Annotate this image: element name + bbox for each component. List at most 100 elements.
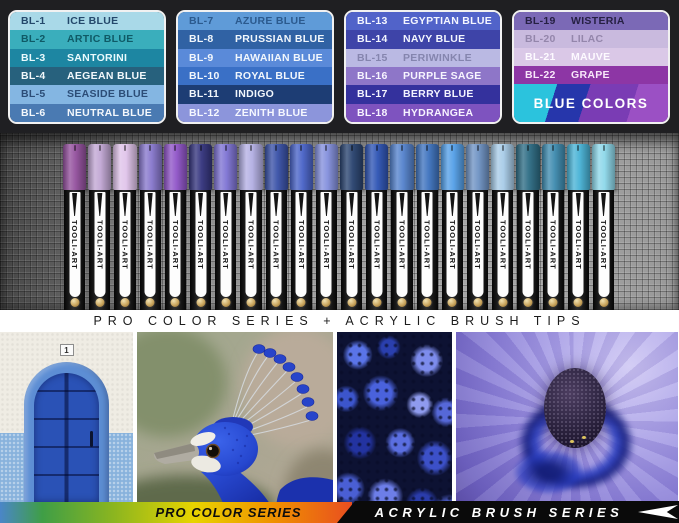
swatch-name: WISTERIA [571,15,625,27]
color-swatch-row: BL-17 BERRY BLUE [346,85,500,104]
marker-pen: TOOLI-ART [516,144,540,310]
marker-pen: TOOLI-ART [591,144,616,310]
marker-barrel: TOOLI-ART [416,190,438,310]
color-swatch-row: BL-5 SEASIDE BLUE [10,85,164,104]
marker-label: TOOLI-ART [572,192,584,297]
brush-tip-graphic [399,193,405,217]
photo-anemone-flower [456,332,678,523]
marker-cap [566,144,590,190]
brush-tip-graphic [273,193,279,217]
brand-text: TOOLI-ART [347,220,357,270]
swatch-name: EGYPTIAN BLUE [403,15,493,28]
brush-tip-graphic [198,193,204,217]
marker-cap [188,144,213,190]
marker-cap [63,144,87,190]
marker-pen: TOOLI-ART [214,144,238,310]
color-swatch-row: BL-8 PRUSSIAN BLUE [178,30,332,49]
color-swatch-row: BL-16 PURPLE SAGE [346,66,500,86]
marker-cap [516,144,540,190]
brand-logo-dot [320,297,332,308]
marker-cap [138,144,162,190]
brand-logo-dot [270,297,282,308]
swatch-name: NEUTRAL BLUE [67,106,153,119]
swatch-name: NAVY BLUE [403,33,466,46]
marker-label: TOOLI-ART [421,192,433,297]
brand-text: TOOLI-ART [372,220,382,270]
swatch-name: INDIGO [235,88,275,101]
marker-cap [390,144,414,190]
brand-text: TOOLI-ART [397,220,407,270]
brand-logo-dot [396,297,408,308]
markers-row: TOOLI-ART TOOLI-ART TOOLI-ART TOOLI-ART TOOL… [63,144,616,310]
brand-logo-dot [169,297,181,308]
marker-label: TOOLI-ART [69,192,81,297]
palette-column: BL-19 WISTERIA BL-20 LILAC BL-21 MAUVE BL-22 GR… [512,10,670,124]
swatch-code: BL-1 [21,15,46,28]
marker-cap [289,144,313,190]
banner-right-label: ACRYLIC BRUSH SERIES [374,504,624,520]
marker-pen: TOOLI-ART [340,144,364,310]
brush-tip-graphic [223,193,229,217]
brand-logo-dot [346,297,358,308]
marker-label: TOOLI-ART [522,192,534,297]
brush-tip-graphic [374,193,380,217]
brand-logo-dot [472,297,484,308]
swatch-name: ICE BLUE [67,15,119,28]
brush-tip-graphic [601,193,607,217]
marker-barrel: TOOLI-ART [517,190,539,310]
color-swatch-row: BL-18 HYDRANGEA [346,103,500,122]
swatch-code: BL-22 [525,69,556,81]
marker-pen: TOOLI-ART [63,144,87,310]
marker-cap [466,144,490,190]
marker-pen: TOOLI-ART [113,144,137,310]
brand-logo-dot [421,297,433,308]
marker-barrel: TOOLI-ART [391,190,413,310]
brand-logo-dot [446,297,458,308]
brand-text: TOOLI-ART [498,220,508,270]
marker-label: TOOLI-ART [169,192,181,297]
swatch-name: HAWAIIAN BLUE [235,51,323,64]
brush-tip-graphic [122,193,128,217]
color-swatch-row: BL-21 MAUVE [514,48,668,66]
marker-barrel: TOOLI-ART [139,190,161,310]
marker-label: TOOLI-ART [220,192,232,297]
marker-barrel: TOOLI-ART [441,190,463,310]
marker-pen: TOOLI-ART [440,144,464,310]
marker-barrel: TOOLI-ART [290,190,312,310]
brand-logo-dot [119,297,131,308]
brand-text: TOOLI-ART [523,220,533,270]
photo-strip: 1 [0,332,679,523]
swatch-code: BL-17 [357,88,388,101]
brand-logo-dot [371,297,383,308]
marker-cap [314,144,339,190]
marker-pen: TOOLI-ART [138,144,162,310]
marker-pen: TOOLI-ART [541,144,565,310]
brand-logo-dot [69,297,81,308]
photo-peacock [137,332,333,523]
marker-barrel: TOOLI-ART [215,190,237,310]
brand-text: TOOLI-ART [321,220,331,270]
palette-column: BL-7 AZURE BLUE BL-8 PRUSSIAN BLUE BL-9 HAWAI… [176,10,334,124]
brush-tip-graphic [97,193,103,217]
marker-cap [440,144,464,190]
brush-tip-graphic [449,193,455,217]
door-frame [24,362,109,508]
color-chart-panel: BL-1 ICE BLUE BL-2 ARTIC BLUE BL-3 SANTORINI B… [0,0,679,133]
marker-barrel: TOOLI-ART [114,190,136,310]
marker-barrel: TOOLI-ART [492,190,514,310]
brand-text: TOOLI-ART [221,220,231,270]
marker-pen: TOOLI-ART [314,144,339,310]
brand-text: TOOLI-ART [422,220,432,270]
brand-text: TOOLI-ART [70,220,80,270]
marker-pen: TOOLI-ART [239,144,263,310]
door-number-plate: 1 [59,344,74,356]
brand-text: TOOLI-ART [599,220,609,270]
brush-tip-graphic [475,193,481,217]
brand-logo-dot [522,297,534,308]
brush-tip-graphic [349,193,355,217]
swatch-code: BL-4 [21,70,46,83]
color-swatch-row: BL-20 LILAC [514,30,668,48]
marker-barrel: TOOLI-ART [315,190,338,310]
marker-cap [415,144,439,190]
color-swatch-row: BL-9 HAWAIIAN BLUE [178,48,332,67]
